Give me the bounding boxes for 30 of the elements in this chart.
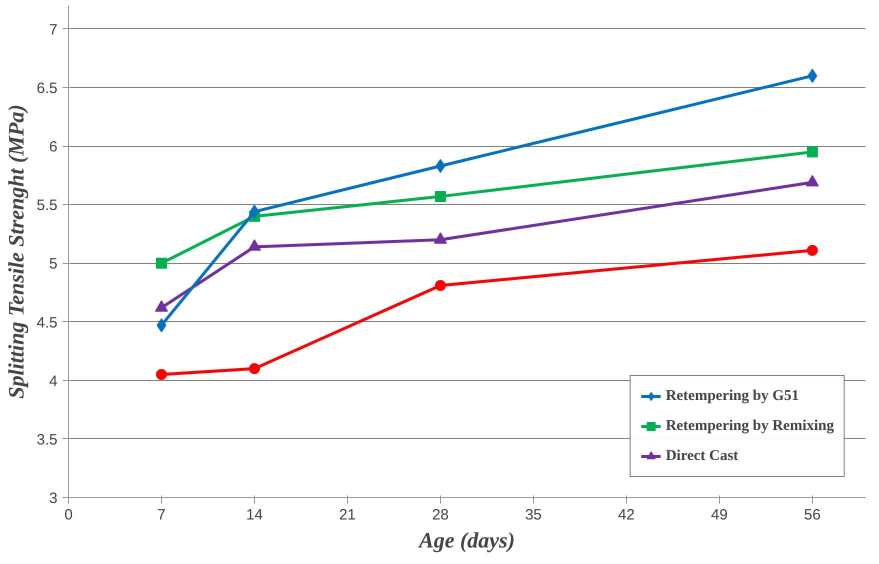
point (806, 146, 818, 158)
y-tick-label: 5 (49, 256, 58, 273)
x-tick-label: 28 (432, 506, 449, 524)
point (434, 190, 446, 202)
point (156, 369, 167, 380)
legend-label: Direct Cast (666, 448, 738, 464)
y-tick-label: 4.5 (36, 314, 58, 332)
y-tick-label: 7 (49, 21, 58, 38)
point (248, 363, 260, 374)
y-tick-label: 6.5 (36, 80, 58, 97)
x-tick-label: 49 (711, 506, 728, 524)
x-tick-label: 35 (525, 506, 542, 524)
y-axis-title: Splitting Tensile Strenght (MPa) (4, 104, 29, 399)
y-tick-label: 3.5 (36, 431, 58, 448)
x-tick-label: 0 (64, 506, 73, 524)
x-tick-label: 14 (246, 506, 263, 524)
legend-label: Retempering by G51 (666, 388, 800, 404)
point (434, 280, 446, 291)
legend-label: Retempering by Remixing (666, 418, 834, 434)
x-axis-title: Age (days) (417, 528, 515, 552)
y-tick-label: 5.5 (36, 197, 58, 214)
x-tick-label: 56 (804, 506, 821, 524)
x-tick-label: 21 (339, 506, 356, 524)
y-tick-label: 3 (49, 490, 58, 507)
y-tick-label: 4 (49, 372, 58, 390)
point (156, 258, 167, 269)
point (806, 244, 818, 256)
x-tick-label: 42 (618, 506, 635, 524)
x-tick-label: 7 (157, 506, 166, 524)
y-tick-label: 6 (49, 138, 58, 156)
